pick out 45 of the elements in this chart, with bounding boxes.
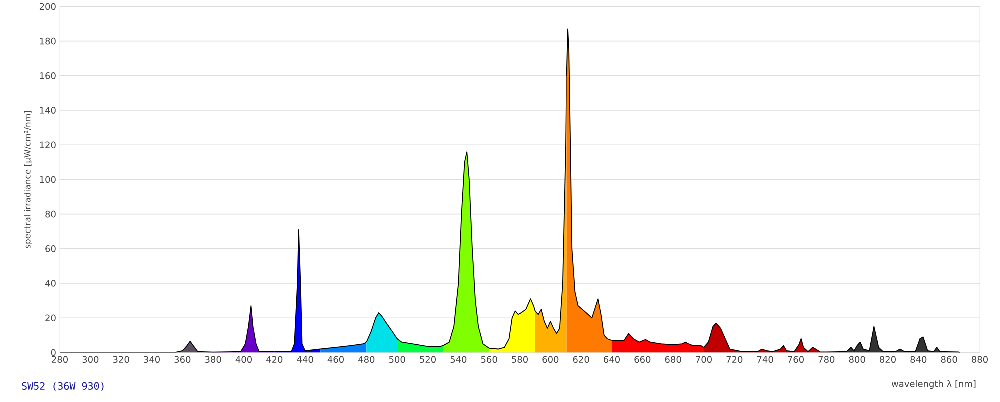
y-tick-label: 0 (51, 349, 56, 356)
y-tick-label: 60 (46, 246, 56, 252)
x-tick-label: 580 (512, 356, 528, 364)
x-tick-label: 360 (174, 356, 191, 364)
x-tick-label: 620 (573, 356, 590, 364)
x-tick-label: 820 (880, 356, 896, 364)
x-tick-label: 480 (358, 356, 375, 364)
y-tick-label: 20 (46, 314, 56, 322)
y-tick-label: 180 (40, 38, 56, 45)
x-tick-label: 840 (910, 356, 927, 364)
x-tick-label: 760 (788, 356, 804, 364)
x-tick-label: 520 (420, 356, 436, 364)
x-tick-label: 780 (818, 356, 835, 364)
y-tick-label: 100 (40, 176, 56, 184)
x-tick-label: 800 (849, 356, 866, 364)
x-tick-label: 500 (389, 356, 406, 364)
x-tick-label: 700 (696, 356, 712, 364)
x-tick-label: 420 (266, 356, 283, 364)
x-tick-label: 660 (634, 356, 651, 364)
x-axis-title: wavelength λ [nm] (892, 380, 976, 390)
x-tick-label: 600 (542, 356, 559, 364)
y-axis-title: spectral irradiance [µW/cm²/nm] (24, 111, 32, 249)
x-tick-label: 280 (52, 356, 68, 364)
x-tick-label: 880 (972, 356, 988, 364)
x-tick-label: 740 (757, 356, 774, 364)
x-tick-label: 540 (450, 356, 467, 364)
x-tick-label: 640 (604, 356, 620, 364)
y-tick-label: 140 (40, 107, 56, 114)
x-tick-label: 380 (205, 356, 222, 364)
x-tick-label: 440 (297, 356, 314, 364)
y-tick-label: 200 (40, 3, 56, 10)
x-tick-label: 680 (665, 356, 682, 364)
x-tick-label: 860 (941, 356, 958, 364)
x-tick-label: 400 (236, 356, 252, 364)
x-tick-label: 300 (82, 356, 99, 364)
y-tick-label: 40 (45, 280, 56, 288)
y-tick-label: 80 (46, 211, 56, 218)
y-tick-label: 120 (40, 142, 56, 149)
text: SW52 (36W 930) (22, 382, 104, 392)
x-tick-label: 460 (328, 356, 344, 364)
x-tick-label: 340 (144, 356, 160, 364)
x-tick-label: 560 (481, 356, 498, 364)
x-tick-label: 720 (726, 356, 743, 364)
y-tick-label: 160 (40, 72, 56, 80)
x-tick-label: 320 (113, 356, 130, 364)
